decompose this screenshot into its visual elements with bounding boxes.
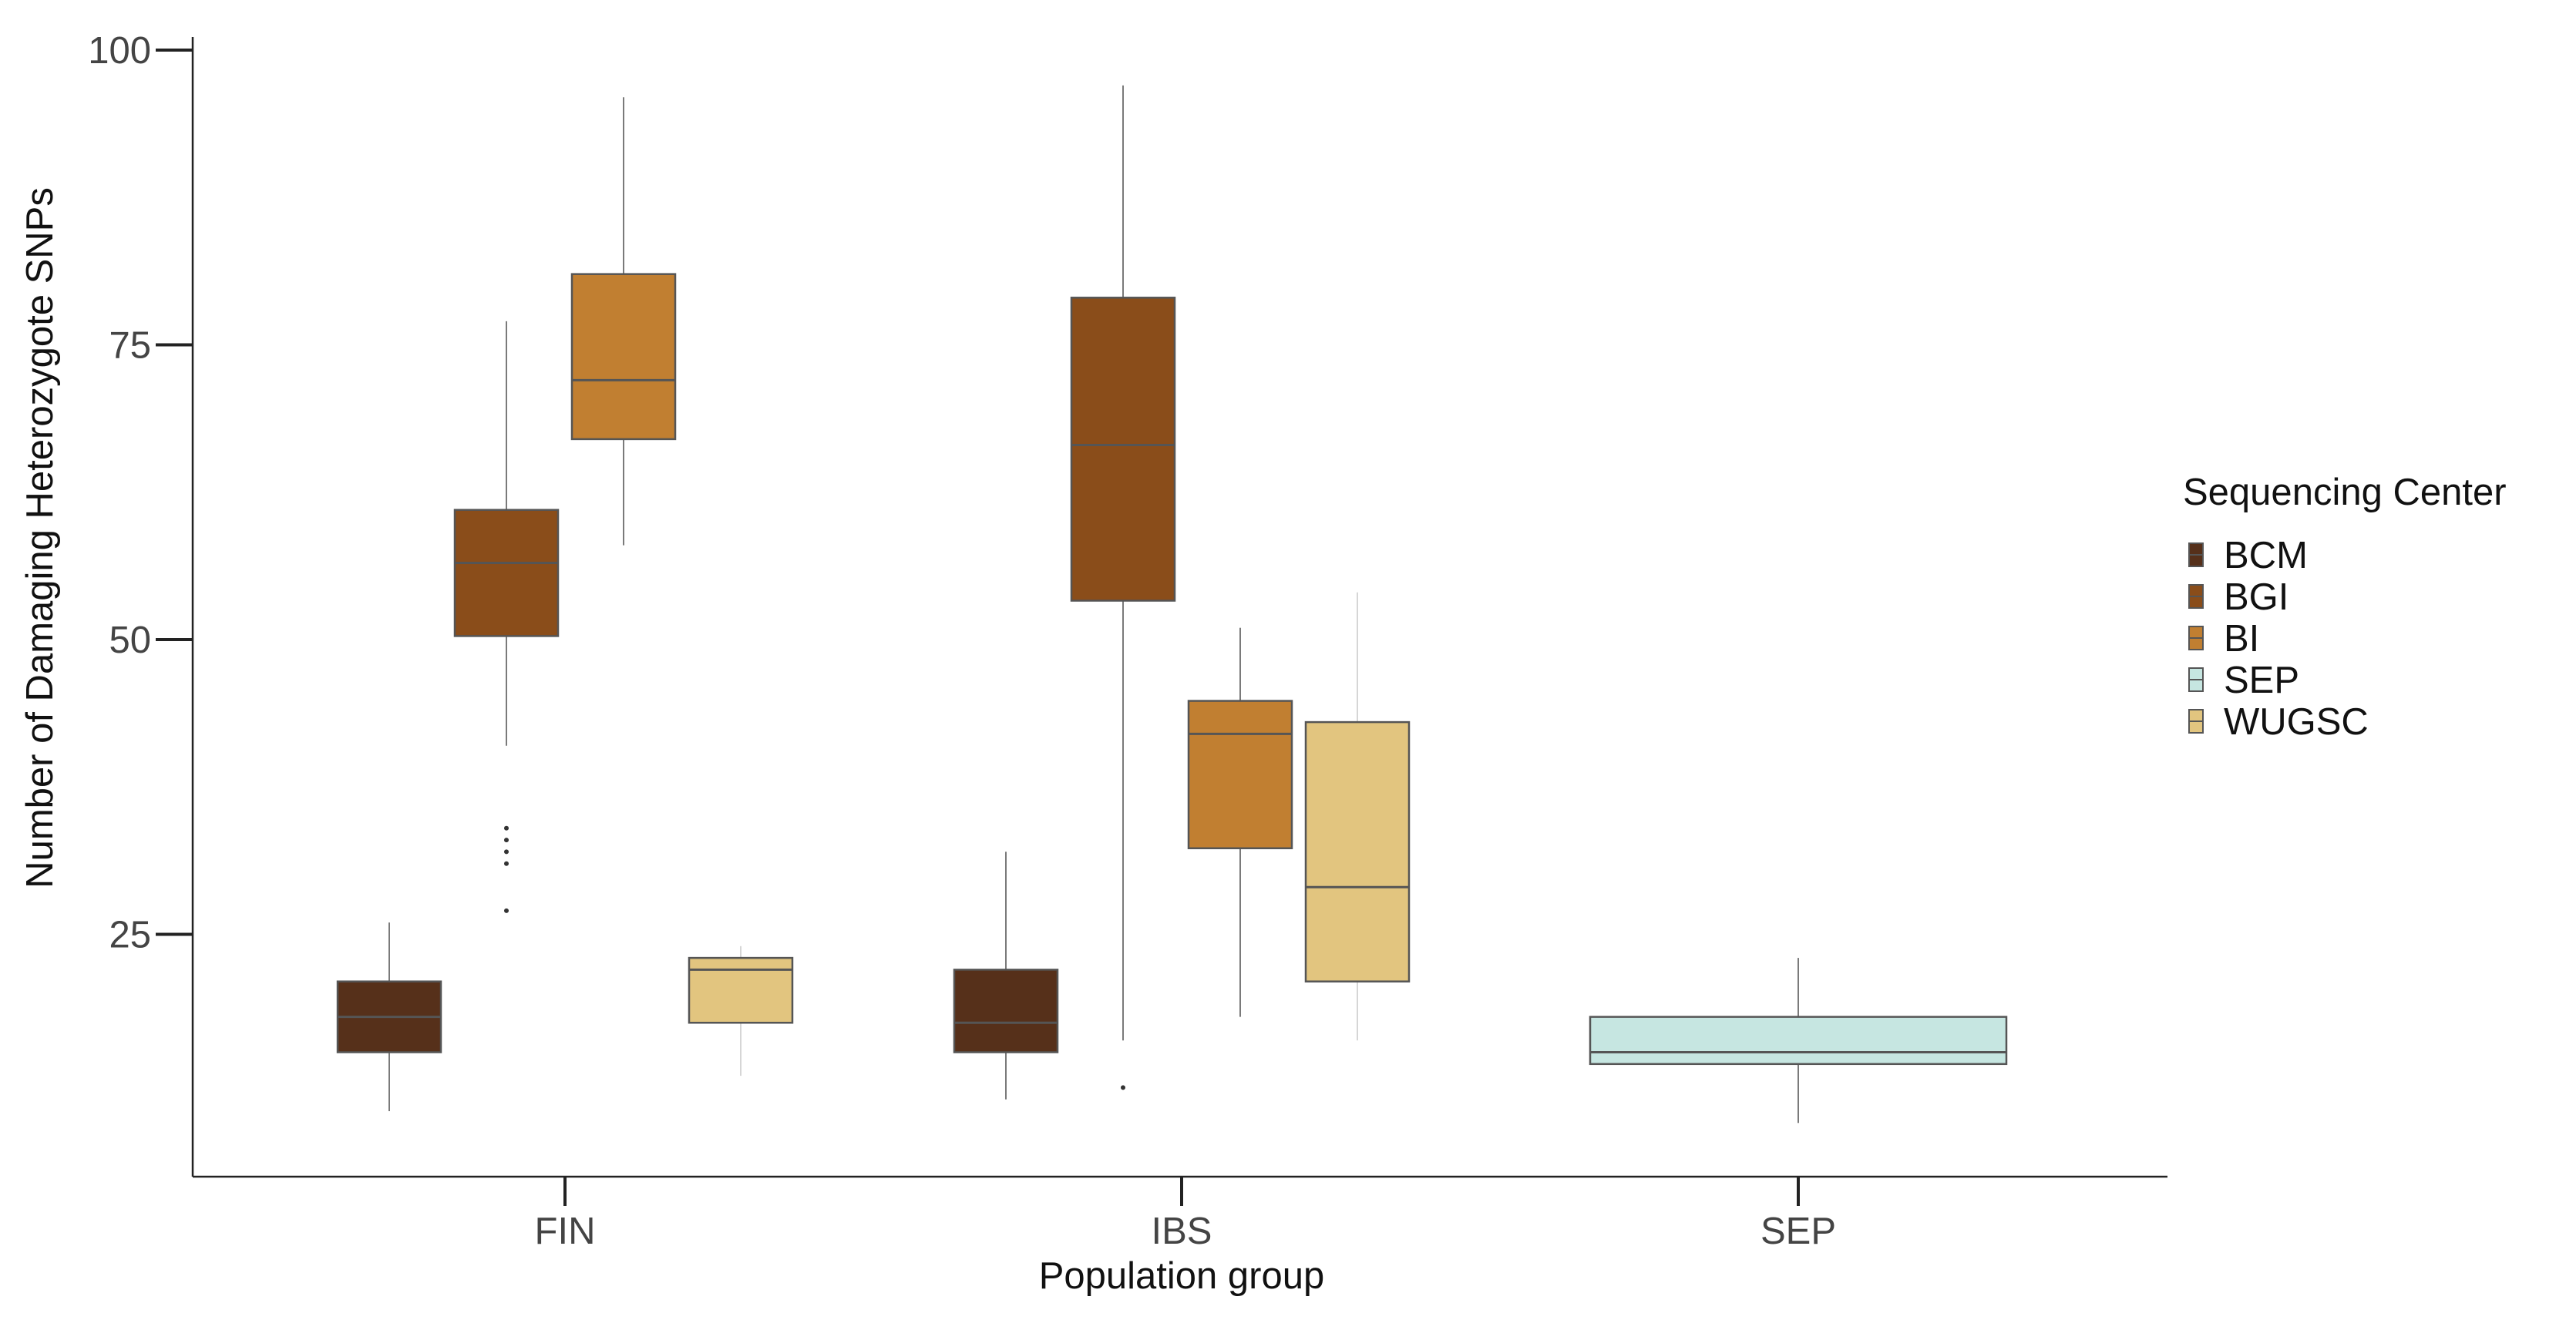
box-body xyxy=(953,969,1059,1053)
box-fin-bgi xyxy=(453,321,560,913)
box-body xyxy=(1304,720,1411,982)
outlier-point xyxy=(504,849,509,855)
legend-label: BCM xyxy=(2224,535,2308,576)
legend-label: WUGSC xyxy=(2224,701,2369,743)
boxes-layer xyxy=(336,85,2008,1124)
box-ibs-bgi xyxy=(1070,85,1176,1090)
axes: 25 50 75 100 FIN IBS SEP xyxy=(88,30,2167,1252)
legend-item-wugsc: WUGSC xyxy=(2188,701,2369,743)
box-fin-wugsc xyxy=(688,945,794,1076)
legend-item-bgi: BGI xyxy=(2188,576,2288,618)
legend-label: SEP xyxy=(2224,660,2299,701)
y-tick-label: 75 xyxy=(109,325,151,367)
box-ibs-bi xyxy=(1187,627,1293,1017)
box-ibs-wugsc xyxy=(1304,592,1411,1041)
box-sep-sep xyxy=(1589,958,2008,1124)
x-axis-title: Population group xyxy=(1039,1255,1325,1297)
y-tick-label: 50 xyxy=(109,620,151,661)
legend-item-bi: BI xyxy=(2188,618,2259,660)
legend-title: Sequencing Center xyxy=(2183,472,2507,513)
box-body xyxy=(1070,297,1176,602)
box-body xyxy=(1589,1016,2008,1066)
outlier-point xyxy=(504,838,509,843)
legend-label: BI xyxy=(2224,618,2259,660)
labels-layer: Number of Damaging Heterozygote SNPs Pop… xyxy=(19,187,1324,1297)
y-tick-label: 100 xyxy=(88,30,151,72)
box-fin-bcm xyxy=(336,922,442,1111)
y-axis-title: Number of Damaging Heterozygote SNPs xyxy=(19,187,61,888)
x-tick-label: SEP xyxy=(1760,1211,1836,1252)
x-tick-label: FIN xyxy=(535,1211,596,1252)
outlier-point xyxy=(504,825,509,831)
x-tick-label: IBS xyxy=(1152,1211,1212,1252)
box-ibs-bcm xyxy=(953,851,1059,1100)
legend-item-sep: SEP xyxy=(2188,660,2299,701)
outlier-point xyxy=(504,908,509,913)
box-body xyxy=(1187,700,1293,850)
box-body xyxy=(453,509,560,637)
legend-label: BGI xyxy=(2224,576,2288,618)
box-body xyxy=(688,956,794,1024)
box-fin-bi xyxy=(570,97,677,546)
outlier-point xyxy=(1121,1085,1125,1090)
legend-item-bcm: BCM xyxy=(2188,535,2308,576)
outlier-point xyxy=(504,861,509,866)
box-body xyxy=(570,273,677,441)
y-tick-label: 25 xyxy=(109,915,151,956)
